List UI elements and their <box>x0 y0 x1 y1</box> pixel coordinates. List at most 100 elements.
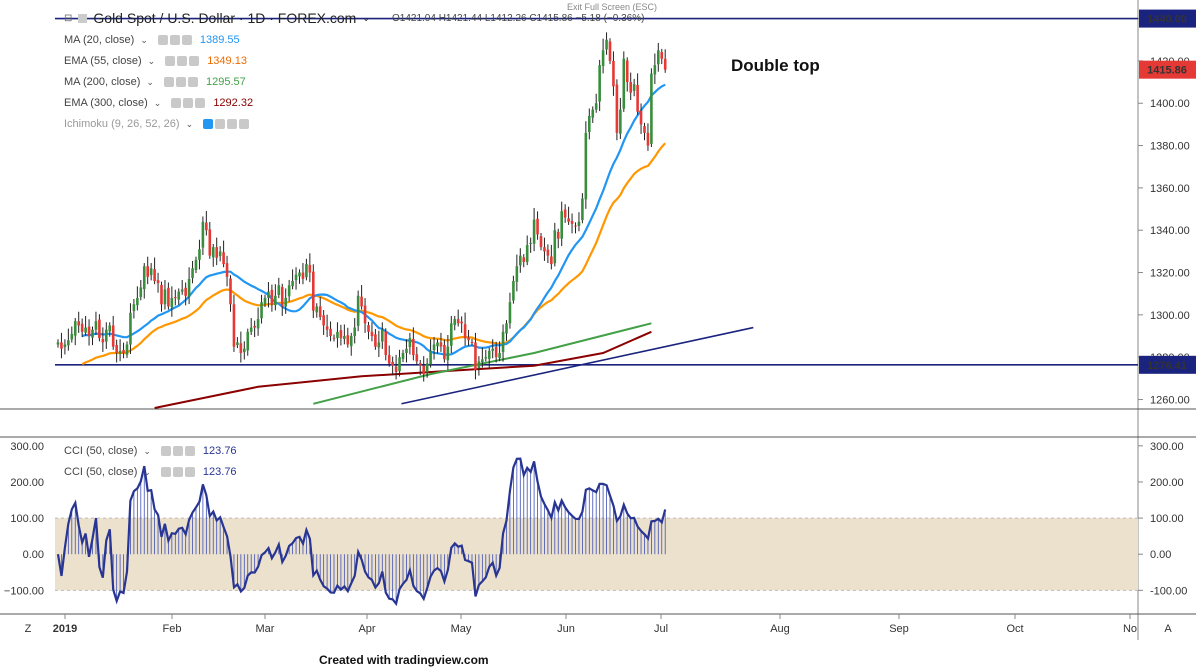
candle-body <box>315 306 319 313</box>
x-tick-label: Mar <box>256 623 275 635</box>
y-tick-label: 1340.00 <box>1150 225 1190 237</box>
candle-body <box>456 319 460 324</box>
settings-icon[interactable] <box>172 446 183 456</box>
exit-fullscreen-hint[interactable]: Exit Full Screen (ESC) <box>567 2 658 12</box>
eye-icon[interactable] <box>203 119 214 129</box>
candle-body <box>239 343 243 353</box>
candle-body <box>198 249 201 260</box>
ema55-line <box>81 142 667 366</box>
candle-body <box>519 255 522 266</box>
candle-body <box>567 218 570 222</box>
close-icon[interactable] <box>195 98 206 108</box>
candle-body <box>432 344 436 351</box>
chevron-down-icon[interactable]: ⌄ <box>153 97 162 108</box>
candle-body <box>270 289 274 305</box>
candle-body <box>105 329 108 342</box>
settings-icon[interactable] <box>169 35 180 45</box>
legend-cci-2[interactable]: CCI (50, close) ⌄ 123.76 <box>64 466 237 478</box>
close-icon[interactable] <box>181 35 192 45</box>
legend-label: CCI (50, close) <box>64 466 138 478</box>
legend-ma200[interactable]: MA (200, close) ⌄ 1295.57 <box>64 76 246 88</box>
candle-body <box>312 271 315 311</box>
candle-body <box>660 52 664 59</box>
candle-body <box>601 50 605 66</box>
candle-body <box>225 263 229 277</box>
candle-body <box>536 218 539 235</box>
candle-body <box>343 336 346 340</box>
candle-body <box>87 326 91 337</box>
price-label-text: 1415.86 <box>1147 65 1187 77</box>
candle-body <box>332 337 336 339</box>
candle-body <box>294 274 298 281</box>
eye-icon[interactable] <box>160 446 171 456</box>
legend-ema300[interactable]: EMA (300, close) ⌄ 1292.32 <box>64 97 253 109</box>
candle-body <box>218 251 222 257</box>
candle-body <box>73 321 77 336</box>
chevron-down-icon[interactable]: ⌄ <box>185 118 194 129</box>
legend-value: 1292.32 <box>213 97 254 109</box>
candle-body <box>139 287 143 298</box>
candle-body <box>346 335 350 345</box>
candle-body <box>339 330 343 339</box>
collapse-icon[interactable]: ⊟ <box>64 12 73 24</box>
chevron-down-icon[interactable]: ⌄ <box>147 55 156 66</box>
cci-left-tick-label: 0.00 <box>23 549 44 561</box>
settings-icon[interactable] <box>175 77 186 87</box>
close-icon[interactable] <box>189 56 200 66</box>
candle-body <box>515 266 519 282</box>
eye-icon[interactable] <box>160 467 171 477</box>
candle-body <box>463 324 467 339</box>
eye-icon[interactable] <box>163 77 174 87</box>
candle-body <box>246 331 250 351</box>
candle-body <box>422 365 425 375</box>
close-icon[interactable] <box>239 119 250 129</box>
candle-body <box>532 219 536 244</box>
chevron-down-icon[interactable]: ⌄ <box>362 12 370 23</box>
candle-body <box>318 306 322 317</box>
eye-icon[interactable] <box>157 35 168 45</box>
chevron-down-icon[interactable]: ⌄ <box>143 466 151 477</box>
candle-body <box>481 359 484 363</box>
candle-body <box>467 337 470 341</box>
legend-ema55[interactable]: EMA (55, close) ⌄ 1349.13 <box>64 55 247 67</box>
close-icon[interactable] <box>184 467 195 477</box>
settings-icon[interactable] <box>215 119 226 129</box>
symbol-title[interactable]: ⊟ Gold Spot / U.S. Dollar · 1D · FOREX.c… <box>64 10 370 26</box>
legend-ichimoku[interactable]: Ichimoku (9, 26, 52, 26) ⌄ <box>64 118 253 130</box>
candle-body <box>60 342 63 349</box>
candle-body <box>284 297 287 307</box>
chevron-down-icon[interactable]: ⌄ <box>146 76 154 87</box>
settings-icon[interactable] <box>183 98 194 108</box>
candle-body <box>191 268 194 279</box>
candle-body <box>460 321 463 324</box>
eye-icon[interactable] <box>171 98 182 108</box>
braces-icon[interactable] <box>227 119 238 129</box>
candle-body <box>398 357 401 372</box>
candle-body <box>274 295 277 306</box>
cci-y-tick-label: 300.00 <box>1150 441 1184 453</box>
candle-body <box>260 302 263 319</box>
settings-icon[interactable] <box>177 56 188 66</box>
eye-icon[interactable] <box>165 56 176 66</box>
candle-body <box>543 247 546 252</box>
candle-body <box>608 41 612 61</box>
candle-body <box>408 338 412 348</box>
candle-body <box>63 344 67 348</box>
candle-body <box>298 272 301 277</box>
legend-value: 123.76 <box>202 445 237 457</box>
candle-body <box>418 363 422 366</box>
settings-icon[interactable] <box>172 467 183 477</box>
zoom-icon: Z <box>25 623 32 635</box>
chevron-down-icon[interactable]: ⌄ <box>143 445 151 456</box>
candle-body <box>643 126 646 133</box>
candle-body <box>546 249 550 256</box>
candle-body <box>322 315 325 326</box>
candle-body <box>360 296 363 307</box>
close-icon[interactable] <box>184 446 195 456</box>
legend-cci-1[interactable]: CCI (50, close) ⌄ 123.76 <box>64 445 237 457</box>
chevron-down-icon[interactable]: ⌄ <box>140 34 148 45</box>
legend-ma20[interactable]: MA (20, close) ⌄ 1389.55 <box>64 34 240 46</box>
close-icon[interactable] <box>187 77 198 87</box>
candle-body <box>208 229 212 256</box>
